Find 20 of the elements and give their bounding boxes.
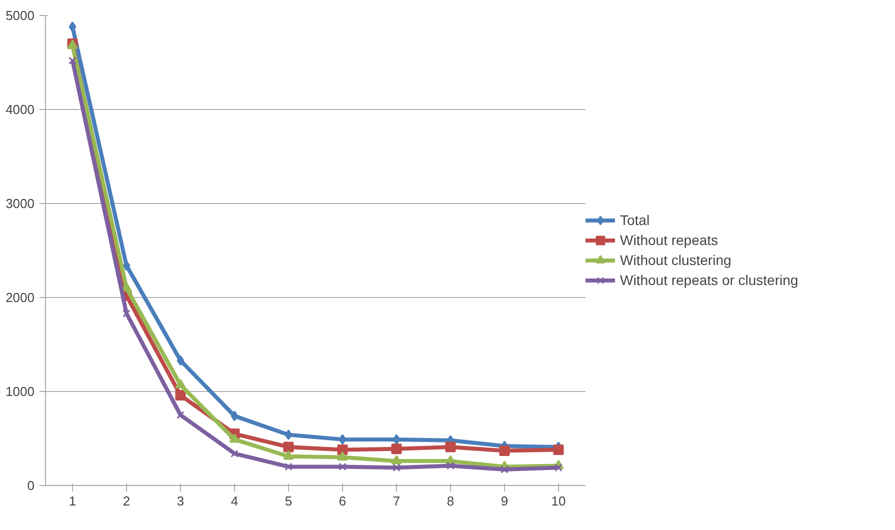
x-tick-label: 9 xyxy=(500,494,508,508)
x-tick-label: 2 xyxy=(122,494,130,508)
x-tick-label: 7 xyxy=(392,494,400,508)
legend-label: Total xyxy=(620,212,650,228)
legend-label: Without clustering xyxy=(620,252,732,268)
legend-label: Without repeats xyxy=(620,232,718,248)
x-tick-label: 8 xyxy=(446,494,454,508)
legend-label: Without repeats or clustering xyxy=(620,272,798,288)
y-tick-label: 3000 xyxy=(6,196,34,211)
x-tick-label: 1 xyxy=(68,494,76,508)
y-tick-label: 4000 xyxy=(6,102,34,117)
x-tick-label: 6 xyxy=(338,494,346,508)
y-tick-label: 0 xyxy=(27,478,35,493)
y-tick-label: 2000 xyxy=(6,290,34,305)
x-tick-label: 5 xyxy=(284,494,292,508)
x-tick-label: 4 xyxy=(230,494,238,508)
y-tick-label: 1000 xyxy=(6,384,34,399)
x-tick-label: 10 xyxy=(551,494,566,508)
x-tick-label: 3 xyxy=(176,494,184,508)
y-tick-label: 5000 xyxy=(6,8,34,23)
